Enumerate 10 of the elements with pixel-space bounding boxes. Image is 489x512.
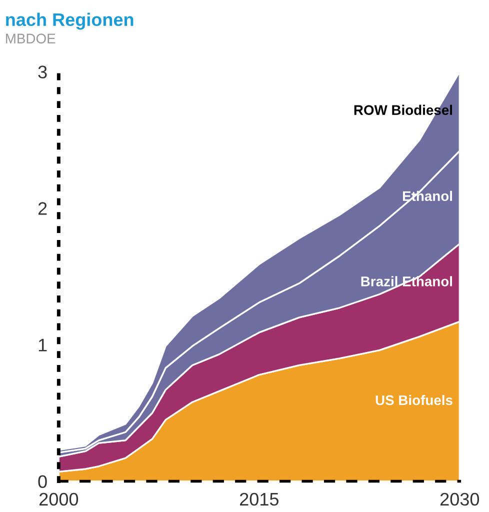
- y-tick-label: 1: [38, 338, 47, 352]
- y-tick-label: 3: [38, 66, 47, 78]
- series-label: US Biofuels: [376, 394, 452, 406]
- chart-title: nach Regionen: [6, 12, 134, 30]
- x-tick-label: 2030: [440, 492, 480, 506]
- x-tick-label: 2015: [240, 492, 278, 506]
- chart-subtitle: MBDOE: [6, 34, 56, 44]
- x-tick-label: 2000: [40, 492, 78, 506]
- y-tick-label: 2: [38, 202, 47, 215]
- y-tick-label: 0: [38, 475, 47, 488]
